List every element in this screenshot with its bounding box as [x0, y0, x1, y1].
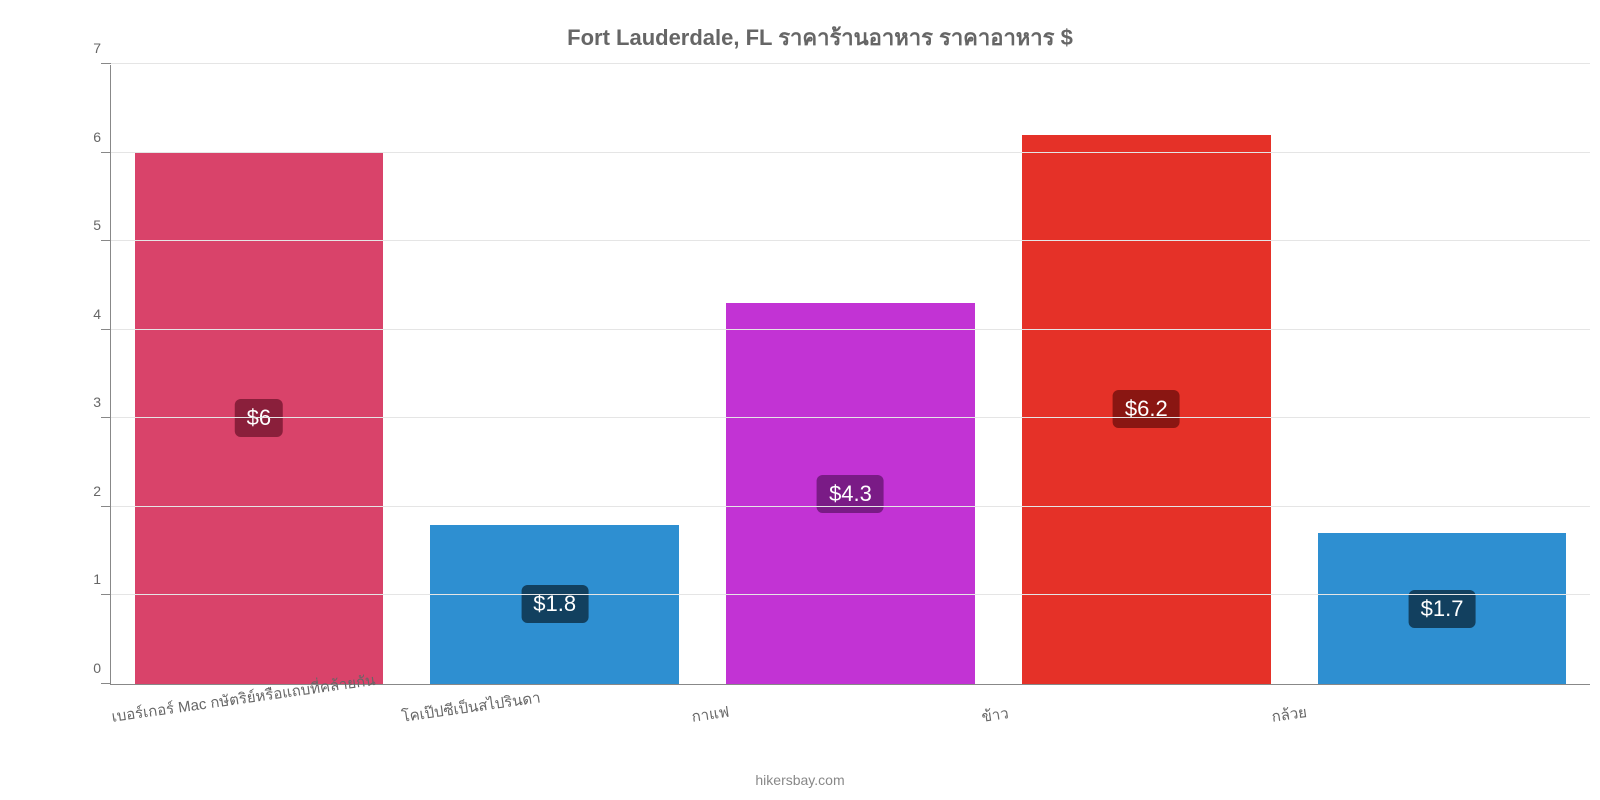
chart-title: Fort Lauderdale, FL ราคาร้านอาหาร ราคาอา… — [80, 20, 1560, 55]
bars-layer: $6 $1.8 $4.3 $6.2 $1.7 — [111, 65, 1590, 684]
x-axis-label: ข้าว — [980, 705, 1270, 745]
y-tick — [101, 683, 111, 684]
y-tick — [101, 152, 111, 153]
price-bar-chart: Fort Lauderdale, FL ราคาร้านอาหาร ราคาอา… — [0, 0, 1600, 800]
bar: $1.7 — [1318, 533, 1566, 684]
bar: $4.3 — [726, 303, 974, 684]
grid-line — [111, 506, 1590, 507]
bar-slot: $6 — [111, 65, 407, 684]
x-axis-label: เบอร์เกอร์ Mac กษัตริย์หรือแถบที่คล้ายกั… — [110, 705, 400, 745]
y-axis-label: 5 — [76, 217, 101, 233]
y-axis-label: 2 — [76, 483, 101, 499]
bar-slot: $1.7 — [1294, 65, 1590, 684]
bar-slot: $6.2 — [998, 65, 1294, 684]
bar-slot: $4.3 — [703, 65, 999, 684]
y-axis-label: 7 — [76, 40, 101, 56]
y-axis-label: 1 — [76, 571, 101, 587]
bar: $6.2 — [1022, 135, 1270, 684]
bar-slot: $1.8 — [407, 65, 703, 684]
y-axis-label: 4 — [76, 306, 101, 322]
y-tick — [101, 329, 111, 330]
grid-line — [111, 63, 1590, 64]
grid-line — [111, 594, 1590, 595]
y-tick — [101, 417, 111, 418]
grid-line — [111, 417, 1590, 418]
x-axis-labels: เบอร์เกอร์ Mac กษัตริย์หรือแถบที่คล้ายกั… — [110, 705, 1560, 745]
x-axis-label: กล้วย — [1270, 705, 1560, 745]
y-axis-label: 0 — [76, 660, 101, 676]
plot-area: $6$1.8$4.3$6.2$1.7 01234567 — [110, 65, 1590, 685]
grid-line — [111, 329, 1590, 330]
y-tick — [101, 63, 111, 64]
bar: $1.8 — [430, 525, 678, 684]
y-tick — [101, 594, 111, 595]
value-badge: $1.8 — [521, 585, 588, 623]
y-axis-label: 3 — [76, 394, 101, 410]
grid-line — [111, 240, 1590, 241]
x-axis-label: กาแฟ — [690, 705, 980, 745]
y-tick — [101, 506, 111, 507]
grid-line — [111, 152, 1590, 153]
y-axis-label: 6 — [76, 129, 101, 145]
attribution-text: hikersbay.com — [755, 772, 844, 788]
value-badge: $6.2 — [1113, 390, 1180, 428]
y-tick — [101, 240, 111, 241]
x-axis-label: โคเป๊ปซีเป็นสไปรินดา — [400, 705, 690, 745]
value-badge: $4.3 — [817, 475, 884, 513]
